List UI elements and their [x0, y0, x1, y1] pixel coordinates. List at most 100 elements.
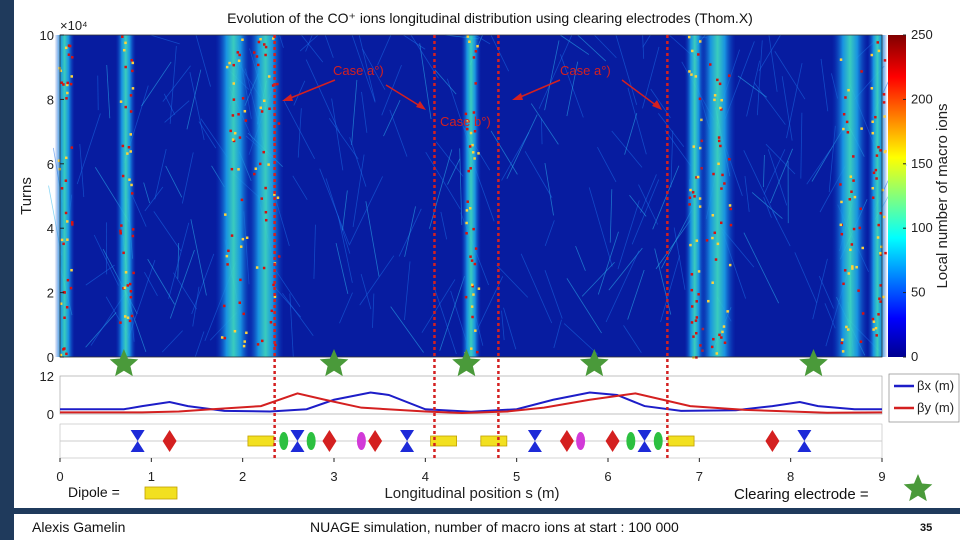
hotspot — [263, 43, 266, 46]
hotspot — [225, 65, 229, 69]
hotspot — [236, 51, 240, 54]
heatmap-streak — [744, 175, 750, 212]
hotspot — [852, 227, 856, 231]
heatmap-streak — [768, 34, 778, 92]
y-tick-label: 0 — [47, 350, 54, 365]
hotspot — [254, 167, 258, 170]
hotspot — [129, 295, 133, 299]
hotspot — [871, 317, 875, 321]
hotspot — [723, 182, 726, 185]
quadrupole-focusing — [290, 430, 305, 452]
hotspot — [470, 347, 473, 350]
heatmap-streak — [419, 43, 432, 120]
heatmap-streak — [673, 227, 686, 290]
clearing-electrode-star — [319, 349, 349, 377]
hotspot — [874, 168, 878, 172]
heatmap-streak — [342, 190, 348, 231]
hotspot — [264, 53, 267, 57]
hotspot — [65, 97, 68, 100]
hotspot — [124, 41, 127, 45]
hotspot — [696, 175, 700, 179]
hotspot — [717, 136, 721, 139]
hotspot — [253, 172, 256, 176]
hotspot — [697, 293, 700, 296]
x-tick-label: 2 — [239, 469, 246, 484]
hotspot — [858, 226, 862, 230]
hotspot — [468, 207, 472, 210]
hotspot — [121, 144, 125, 148]
heatmap-streak — [147, 258, 175, 305]
x-tick-label: 1 — [148, 469, 155, 484]
hotspot — [119, 321, 122, 324]
hotspot — [847, 272, 851, 275]
beta-legend — [888, 373, 960, 423]
hotspot — [879, 300, 882, 303]
clearing-electrode-star — [109, 349, 139, 377]
hotspot — [880, 245, 883, 249]
heatmap-streak — [297, 108, 302, 158]
hotspot — [879, 149, 882, 152]
heatmap-streak — [575, 245, 586, 271]
heatmap-frame — [59, 34, 883, 358]
hotspot — [64, 156, 68, 160]
hotspot — [853, 195, 857, 199]
beta-legend-label: βx (m) — [917, 378, 954, 393]
hotspot — [477, 287, 481, 290]
hotspot — [273, 295, 277, 298]
hotspot — [877, 313, 880, 316]
heatmap-streak — [538, 34, 573, 109]
hotspot — [239, 278, 242, 282]
heatmap-streak — [434, 69, 457, 95]
hotspot — [711, 214, 715, 217]
y-axis-label: Turns — [18, 177, 35, 215]
hotspot — [271, 84, 275, 87]
hotspot — [695, 239, 699, 242]
hotspot — [721, 173, 724, 177]
simulation-note: NUAGE simulation, number of macro ions a… — [310, 519, 679, 535]
heatmap-streak — [372, 293, 375, 328]
hotspot — [62, 83, 65, 86]
hotspot — [124, 271, 128, 274]
heatmap-streak — [383, 99, 401, 137]
heatmap-streak — [299, 34, 319, 52]
hotspot — [256, 343, 260, 346]
dipole-magnet — [247, 435, 275, 447]
heatmap-streak — [447, 158, 461, 185]
annotation-arrow — [287, 79, 336, 100]
heatmap-streak — [154, 149, 167, 200]
hotspot — [719, 106, 722, 110]
hotspot — [259, 106, 263, 110]
hotspot — [66, 238, 69, 241]
hotspot — [721, 330, 724, 334]
colorbar-tick-label: 150 — [911, 156, 933, 171]
heatmap-streak — [390, 306, 424, 353]
y-tick-label: 10 — [40, 28, 54, 43]
hotspot — [124, 105, 127, 109]
hotspot — [839, 183, 842, 186]
heatmap-streak — [615, 34, 638, 105]
hotspot — [67, 44, 71, 47]
hotspot — [728, 204, 732, 207]
heatmap-streak — [758, 34, 781, 71]
hotspot — [128, 178, 131, 181]
hotspot — [846, 328, 850, 331]
hotspot — [714, 258, 718, 261]
heatmap-streak — [292, 175, 308, 200]
hotspot — [707, 299, 710, 303]
quadrupole-focusing — [400, 430, 415, 452]
hotspot — [468, 40, 471, 44]
hotspot — [472, 56, 476, 59]
hotspot — [840, 232, 844, 236]
heatmap-streak — [503, 307, 517, 350]
side-bar — [0, 0, 14, 540]
hotspot — [473, 157, 476, 160]
heatmap-streak — [186, 69, 202, 130]
hotspot — [874, 326, 878, 330]
heatmap-streak — [164, 100, 190, 123]
hotspot — [720, 336, 723, 339]
hotspot — [130, 314, 134, 318]
hotspot — [238, 136, 242, 139]
heatmap-streak — [553, 319, 562, 349]
hotspot — [466, 127, 469, 131]
quadrupole-focusing — [527, 430, 542, 452]
